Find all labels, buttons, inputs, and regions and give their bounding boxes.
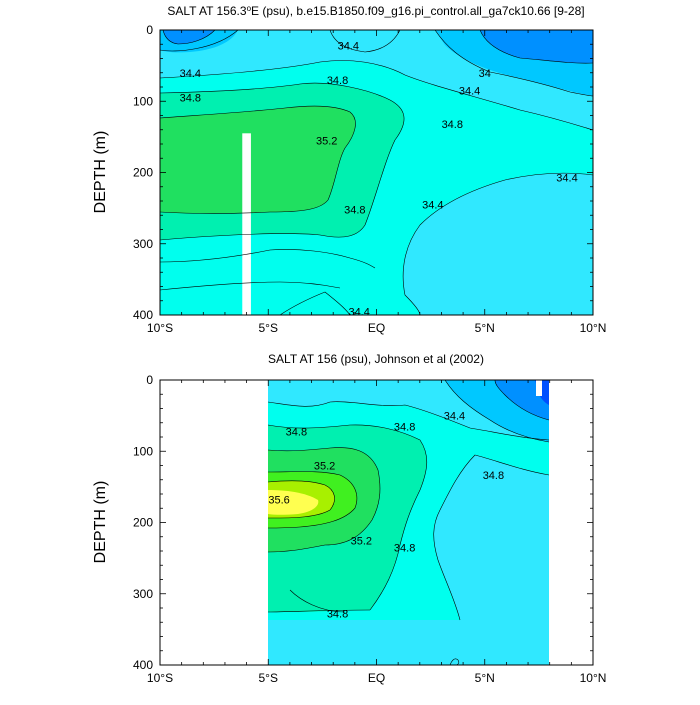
y-tick-label: 300 [133,587,153,601]
contour-line [160,105,356,214]
contour-line [434,30,593,97]
contour-label: 34.8 [286,426,307,438]
contour-label: 34.8 [344,205,365,217]
contour-label: 35.2 [316,135,337,147]
missing-data-east [549,380,593,665]
y-tick-label: 100 [133,94,153,108]
missing-data-west [160,380,268,665]
contour-label: 34.4 [348,306,369,318]
chart-title: SALT AT 156.3oE (psu), b.e15.B1850.f09_g… [167,4,584,18]
contour-label: 34 [479,68,491,80]
contour-line [160,82,405,241]
x-tick-label: 10°S [147,671,173,685]
y-tick-label: 200 [133,516,153,530]
contour-line [279,291,351,315]
x-tick-label: 5°N [475,671,495,685]
contour-line [402,172,593,315]
fill-band-35.6 [160,106,356,214]
contour-line [160,30,239,52]
contour-line [162,30,216,45]
chart-panel-model: SALT AT 156.3oE (psu), b.e15.B1850.f09_g… [92,4,606,335]
contour-label: 34.8 [483,470,504,482]
contour-fill [160,30,593,315]
contour-line [267,609,371,613]
contour-line [267,424,428,611]
contour-label: 34.4 [338,41,359,53]
contour-label: 34.8 [327,609,348,621]
contour-line [494,380,550,421]
y-tick-label: 200 [133,166,153,180]
y-axis-label: DEPTH (m) [92,131,109,214]
contour-label: 34.8 [394,542,415,554]
y-axis-label: DEPTH (m) [92,481,109,564]
contour-line [329,30,401,53]
contour-line [160,281,341,291]
contour-label: 34.8 [180,93,201,105]
chart-title: SALT AT 156 (psu), Johnson et al (2002) [268,352,484,366]
contour-label: 35.2 [351,535,372,547]
contour-line [267,401,550,441]
contour-lines [160,30,593,315]
y-tick-label: 0 [146,23,153,37]
fill-band-36.8 [268,490,319,515]
contour-label: 34.4 [180,68,201,80]
x-tick-label: 5°S [259,671,278,685]
x-tick-label: 10°N [580,321,607,335]
x-tick-label: 5°N [475,321,495,335]
x-tick-label: 10°N [580,671,607,685]
contour-label: 35.6 [268,495,289,507]
contour-line [267,447,381,553]
y-tick-label: 100 [133,444,153,458]
contour-line [160,249,376,269]
contour-line [479,30,593,64]
contour-line [449,658,460,665]
y-tick-label: 400 [133,308,153,322]
chart-panel-observed: SALT AT 156 (psu), Johnson et al (2002) … [92,352,606,685]
contour-line [267,471,358,529]
contour-label: 34.4 [444,411,465,423]
missing-data-notch [536,380,542,396]
contour-label: 34.4 [459,86,480,98]
contour-line [444,380,550,443]
contour-lines [267,380,550,665]
y-tick-label: 0 [146,373,153,387]
x-tick-label: EQ [368,671,385,685]
contour-label: 34.8 [327,75,348,87]
x-tick-label: EQ [368,321,385,335]
contour-label: 34.4 [422,200,443,212]
axes-layer: 10°S 5°S EQ 5°N 10°N 0 100 200 300 400 [133,23,606,335]
axes-layer: 10°S 5°S EQ 5°N 10°N 0 100 200 300 400 [133,373,606,685]
contour-label: 34.8 [394,421,415,433]
contour-label: 35.2 [314,461,335,473]
contour-label: 34.8 [442,119,463,131]
missing-data-column [242,133,251,315]
contour-label: 34.4 [556,172,577,184]
y-tick-label: 300 [133,237,153,251]
contour-line [433,454,550,621]
fill-band-33.6-east [495,380,549,420]
fill-band-33.6-east [480,30,593,64]
contour-line [160,60,593,131]
x-tick-label: 10°S [147,321,173,335]
x-tick-label: 5°S [259,321,278,335]
fill-band-33.6-west [163,30,215,44]
y-tick-label: 400 [133,658,153,672]
contour-label-layer: 34.8 34.8 34.4 35.2 35.6 35.2 34.8 34.8 34.8 [268,411,504,621]
contour-line [267,480,335,519]
contour-line [289,589,346,613]
